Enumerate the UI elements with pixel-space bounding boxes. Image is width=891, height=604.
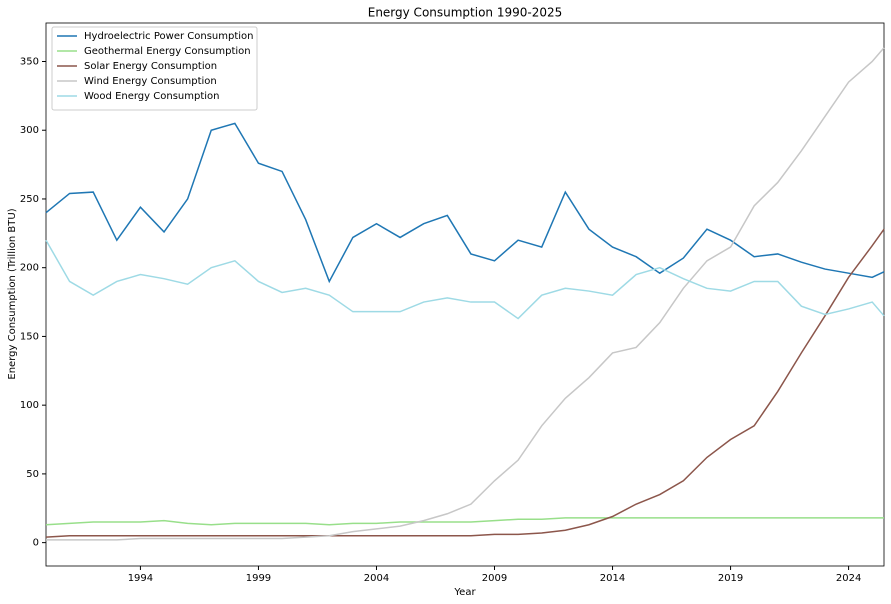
y-tick-label: 50 xyxy=(26,469,39,480)
y-tick-label: 200 xyxy=(20,263,39,274)
y-axis-label: Energy Consumption (Trillion BTU) xyxy=(7,208,18,379)
y-tick-label: 350 xyxy=(20,56,39,67)
x-tick-label: 1999 xyxy=(246,573,271,584)
y-tick-label: 300 xyxy=(20,125,39,136)
legend-label: Wood Energy Consumption xyxy=(84,91,219,102)
plot-frame xyxy=(45,22,885,567)
chart-title: Energy Consumption 1990-2025 xyxy=(368,6,563,20)
series-line xyxy=(45,228,885,538)
series-line xyxy=(45,122,885,284)
y-tick-label: 250 xyxy=(20,194,39,205)
y-tick-label: 0 xyxy=(33,538,39,549)
x-tick-label: 2019 xyxy=(718,573,743,584)
legend-label: Solar Energy Consumption xyxy=(84,61,217,72)
legend-label: Hydroelectric Power Consumption xyxy=(84,31,254,42)
series-line xyxy=(45,517,884,526)
series-line xyxy=(46,47,885,541)
x-axis-label: Year xyxy=(453,587,476,598)
y-tick-label: 150 xyxy=(20,331,39,342)
x-tick-label: 2009 xyxy=(482,573,507,584)
x-tick-label: 2014 xyxy=(600,573,625,584)
x-tick-label: 2004 xyxy=(364,573,389,584)
legend-label: Geothermal Energy Consumption xyxy=(84,46,251,57)
y-tick-label: 100 xyxy=(20,400,39,411)
x-tick-label: 2024 xyxy=(836,573,861,584)
legend-box xyxy=(51,26,258,111)
series-line xyxy=(45,239,885,320)
x-tick-label: 1994 xyxy=(128,573,153,584)
legend-label: Wind Energy Consumption xyxy=(84,76,217,87)
